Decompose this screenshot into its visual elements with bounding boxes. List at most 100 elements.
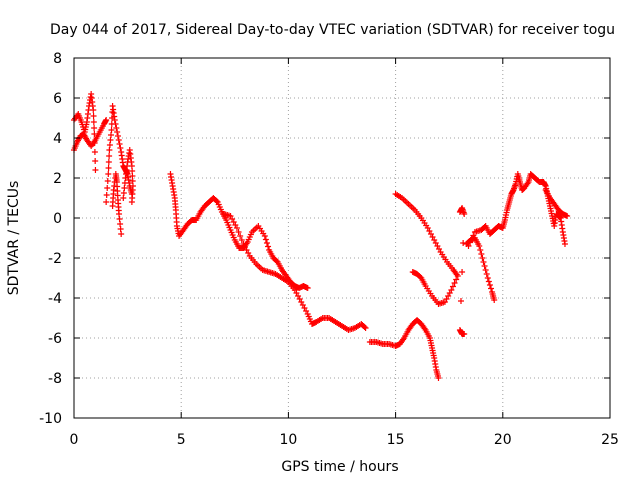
data-point [105,165,112,171]
data-point [112,121,119,127]
data-point [103,199,110,205]
data-point [91,125,98,131]
data-point [470,232,477,239]
data-point [233,225,240,231]
data-point [461,331,468,337]
data-point [91,140,98,146]
series-arc-4 [366,317,442,381]
data-point [468,236,475,242]
x-tick-label: 5 [177,432,186,448]
y-tick-label: 4 [53,131,62,147]
plot-frame [73,57,611,419]
data-point [91,131,98,137]
data-point [262,236,269,243]
data-point [483,271,490,277]
y-tick-label: 8 [53,51,62,67]
series-arc-1a [71,117,110,153]
data-point [453,276,460,283]
data-point [237,233,244,239]
data-point [465,243,472,249]
data-point [482,267,489,273]
data-point [261,233,268,239]
data-point [90,113,97,119]
data-point [491,297,498,303]
data-point [564,213,571,219]
series-arc-5 [392,191,461,307]
x-tick-label: 0 [70,432,79,448]
data-point [435,375,442,381]
data-point [238,237,245,243]
y-tick-label: -6 [48,331,62,347]
data-point [467,239,474,246]
series-arc-6 [456,205,468,337]
data-point [461,211,468,217]
y-tick-label: -10 [39,411,62,427]
data-point [486,282,493,288]
data-point [128,199,135,205]
y-tick-label: -2 [48,251,62,267]
data-point [362,325,369,331]
data-point [117,145,124,151]
data-point [111,117,118,123]
data-point [449,283,456,290]
data-point [484,275,491,281]
x-tick-label: 10 [279,432,297,448]
data-point [90,107,97,113]
data-point [114,133,121,139]
data-point [361,324,368,330]
data-point [105,171,112,177]
data-point [481,263,488,269]
y-tick-label: 0 [53,211,62,227]
series-arc-2 [167,171,311,291]
data-point [477,247,484,253]
series-arc-8 [465,171,568,249]
data-point [118,231,125,237]
y-axis-label: SDTVAR / TECUs [6,181,22,296]
data-points [71,91,571,381]
x-tick-label: 20 [494,432,512,448]
y-tick-label: -8 [48,371,62,387]
series-arc-1d [109,171,125,237]
chart-title: Day 044 of 2017, Sidereal Day-to-day VTE… [50,22,615,38]
data-point [106,153,113,159]
data-point [105,159,112,165]
y-tick-label: 6 [53,91,62,107]
data-point [92,158,99,164]
data-point [103,117,110,123]
data-point [409,269,416,275]
series-arc-9 [542,187,571,219]
data-point [108,127,115,133]
y-tick-label: 2 [53,171,62,187]
data-point [91,149,98,155]
data-point [459,269,466,275]
data-point [104,178,111,184]
x-tick-label: 15 [387,432,405,448]
data-point [235,229,242,235]
series-arc-1b [71,91,99,173]
data-point [485,278,492,285]
data-point [213,198,220,204]
y-tick-label: -4 [48,291,62,307]
data-point [454,273,461,279]
data-point [479,255,486,261]
data-point [488,285,495,292]
data-point [263,240,270,246]
data-point [116,141,123,147]
data-point [265,243,272,250]
data-point [476,243,483,249]
x-tick-label: 25 [601,432,619,448]
data-point [451,280,458,286]
data-point [103,192,110,198]
data-point [457,298,464,304]
series-arc-1e [120,147,136,205]
data-point [90,119,97,125]
data-point [113,125,120,131]
data-point [480,259,487,265]
grid [74,58,610,418]
data-point [478,251,485,257]
series-arc-3 [221,211,369,333]
data-point [114,129,121,135]
data-point [115,137,122,143]
data-point [104,185,111,191]
